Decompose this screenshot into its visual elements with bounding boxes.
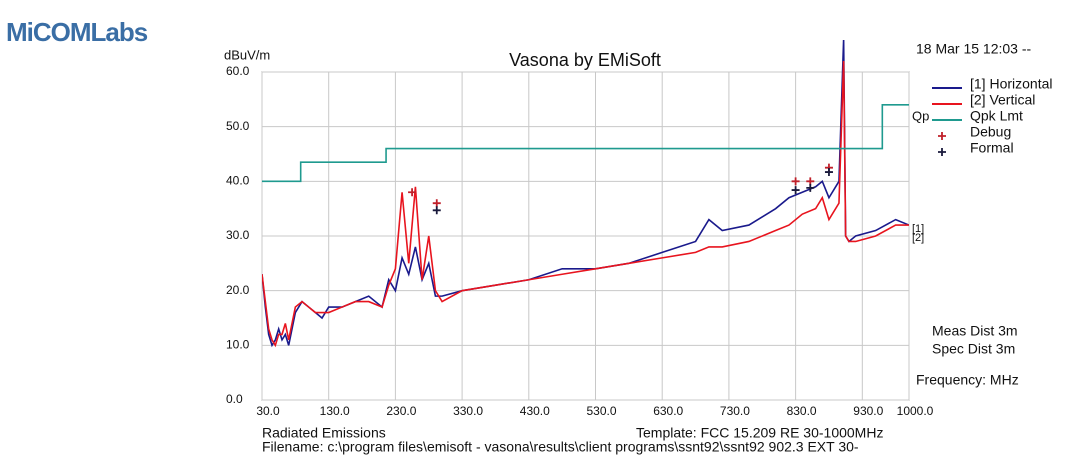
x-tick-label: 230.0 [386,404,416,418]
note: Spec Dist 3m [932,341,1015,357]
x-tick-label: 730.0 [720,404,750,418]
x-tick-label: 630.0 [653,404,683,418]
legend-label: Debug [970,124,1011,140]
y-tick-label: 0.0 [226,392,243,406]
legend-label: [2] Vertical [970,92,1035,108]
legend-symbol [938,132,946,140]
y-tick-label: 50.0 [226,119,250,133]
y-tick-label: 60.0 [226,64,250,78]
marker [432,199,441,208]
marker [791,177,800,186]
plot-layer [262,40,909,348]
x-tick-label: 430.0 [520,404,550,418]
legend-label: Formal [970,140,1014,156]
y-tick-label: 20.0 [226,283,250,297]
legend-label: [1] Horizontal [970,76,1052,92]
y-tick-label: 30.0 [226,228,250,242]
footer-filename: Filename: c:\program files\emisoft - vas… [262,439,859,455]
footer-left: Radiated Emissions [262,425,386,441]
x-tick-label: 530.0 [586,404,616,418]
chart-title: Vasona by EMiSoft [509,50,661,70]
marker [806,183,815,192]
marker [791,186,800,195]
note: Meas Dist 3m [932,323,1018,339]
marker [824,168,833,177]
x-tick-label: 1000.0 [897,404,934,418]
trace [262,40,909,348]
legend-label: Qpk Lmt [970,108,1023,124]
x-tick-label: 30.0 [256,404,280,418]
y-tick-label: 40.0 [226,174,250,188]
marker [408,188,417,197]
trace-tag: [2] [912,232,924,244]
logo: MiCOMLabs [6,17,148,47]
footer-template: Template: FCC 15.209 RE 30-1000MHz [636,425,883,441]
x-tick-label: 930.0 [853,404,883,418]
trace [262,61,909,348]
legend-symbol [938,148,946,156]
y-tick-label: 10.0 [226,338,250,352]
x-tick-label: 130.0 [320,404,350,418]
y-axis-label: dBuV/m [224,47,270,62]
x-tick-label: 330.0 [453,404,483,418]
x-axis-label: Frequency: MHz [916,372,1019,388]
timestamp: 18 Mar 15 12:03 -- [916,41,1032,57]
trace [262,104,909,183]
trace-tag: [1] [912,223,924,235]
x-tick-label: 830.0 [787,404,817,418]
limit-tag: Qp [912,108,929,123]
marker [432,206,441,215]
